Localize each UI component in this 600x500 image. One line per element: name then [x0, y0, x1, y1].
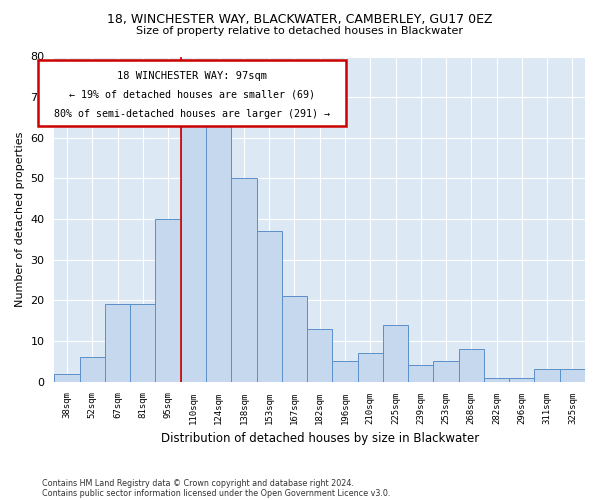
Bar: [282, 296, 307, 382]
Bar: [458, 349, 484, 382]
Bar: [206, 126, 231, 382]
X-axis label: Distribution of detached houses by size in Blackwater: Distribution of detached houses by size …: [161, 432, 479, 445]
Bar: [383, 325, 408, 382]
Bar: [332, 362, 358, 382]
FancyBboxPatch shape: [38, 60, 346, 126]
Bar: [307, 329, 332, 382]
Bar: [181, 114, 206, 382]
Text: 18, WINCHESTER WAY, BLACKWATER, CAMBERLEY, GU17 0EZ: 18, WINCHESTER WAY, BLACKWATER, CAMBERLE…: [107, 12, 493, 26]
Text: 18 WINCHESTER WAY: 97sqm: 18 WINCHESTER WAY: 97sqm: [118, 71, 268, 81]
Bar: [257, 232, 282, 382]
Text: Contains public sector information licensed under the Open Government Licence v3: Contains public sector information licen…: [42, 488, 391, 498]
Bar: [358, 353, 383, 382]
Text: Contains HM Land Registry data © Crown copyright and database right 2024.: Contains HM Land Registry data © Crown c…: [42, 478, 354, 488]
Bar: [130, 304, 155, 382]
Bar: [55, 374, 80, 382]
Bar: [433, 362, 458, 382]
Y-axis label: Number of detached properties: Number of detached properties: [15, 132, 25, 307]
Bar: [80, 358, 105, 382]
Bar: [155, 219, 181, 382]
Bar: [560, 370, 585, 382]
Text: ← 19% of detached houses are smaller (69): ← 19% of detached houses are smaller (69…: [70, 90, 316, 100]
Text: Size of property relative to detached houses in Blackwater: Size of property relative to detached ho…: [137, 26, 464, 36]
Bar: [408, 366, 433, 382]
Bar: [105, 304, 130, 382]
Text: 80% of semi-detached houses are larger (291) →: 80% of semi-detached houses are larger (…: [55, 108, 331, 118]
Bar: [509, 378, 535, 382]
Bar: [231, 178, 257, 382]
Bar: [484, 378, 509, 382]
Bar: [535, 370, 560, 382]
